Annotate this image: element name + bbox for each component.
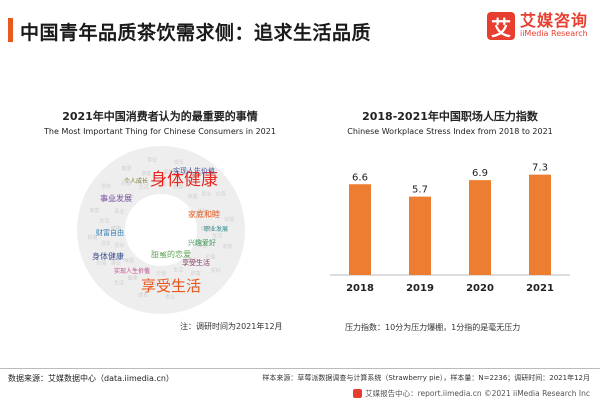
wordcloud-center-hole xyxy=(139,208,183,252)
copyright-footer: 艾媒报告中心：report.iimedia.cn ©2021 iiMedia R… xyxy=(353,388,590,399)
wordcloud-filler-word: 事业 xyxy=(165,293,175,300)
wordcloud-filler-word: 财富 xyxy=(121,180,131,187)
bar-chart-title: 2018-2021年中国职场人压力指数 xyxy=(362,110,538,123)
wordcloud-word: 身体健康 xyxy=(92,251,124,261)
logo-name-cn: 艾媒咨询 xyxy=(519,11,588,31)
wordcloud-filler-word: 事业 xyxy=(201,190,211,197)
wordcloud-filler-word: 健康 xyxy=(190,285,200,292)
wordcloud-word: 个人成长 xyxy=(124,177,148,185)
wordcloud-filler-word: 价值 xyxy=(96,260,106,267)
wordcloud-filler-word: 财富 xyxy=(139,267,149,274)
wordcloud-title: 2021年中国消费者认为的最重要的事情 xyxy=(62,110,258,123)
wordcloud-filler-word: 家庭 xyxy=(188,193,198,200)
logo-name-en: iiMedia Research xyxy=(519,29,588,39)
wordcloud-filler-word: 家庭 xyxy=(141,170,151,177)
x-tick-label: 2018 xyxy=(346,283,374,294)
bar-2021 xyxy=(529,174,551,275)
wordcloud-word: 兴趣爱好 xyxy=(188,238,216,247)
wordcloud-filler-word: 价值 xyxy=(156,270,166,277)
wordcloud-filler-word: 生活 xyxy=(212,232,222,239)
title-accent-bar xyxy=(8,18,13,42)
wordcloud-filler-word: 家庭 xyxy=(124,257,134,264)
stress-index-bar-chart: 6.6 2018 5.7 2019 6.9 2020 7.3 2021 xyxy=(330,163,570,294)
wordcloud-filler-word: 成长 xyxy=(188,257,198,264)
wordcloud-filler-word: 爱好 xyxy=(211,267,221,274)
wordcloud-filler-word: 财富 xyxy=(191,270,201,277)
wordcloud-filler-word: 价值 xyxy=(216,191,226,198)
wordcloud-filler-word: 爱好 xyxy=(114,242,124,249)
wordcloud-word: 职业发展 xyxy=(204,225,228,233)
wordcloud-filler-word: 价值 xyxy=(156,180,166,187)
wordcloud-filler-word: 健康 xyxy=(184,176,194,183)
page-title: 中国青年品质茶饮需求侧：追求生活品质 xyxy=(20,22,372,44)
bar-value-label: 6.9 xyxy=(472,168,488,179)
wordcloud-subtitle: The Most Important Thing for Chinese Con… xyxy=(44,127,276,136)
wordcloud-filler-word: 成长 xyxy=(174,158,184,165)
bar-2020 xyxy=(469,180,491,275)
bar-chart-subtitle: Chinese Workplace Stress Index from 2018… xyxy=(347,127,553,136)
wordcloud-filler-word: 健康 xyxy=(127,274,137,281)
wordcloud-word: 享受生活 xyxy=(141,277,201,295)
wordcloud-filler-word: 价值 xyxy=(107,197,117,204)
wordcloud-word: 身体健康 xyxy=(150,170,218,190)
copyright-text: 艾媒报告中心：report.iimedia.cn ©2021 iiMedia R… xyxy=(365,389,590,398)
brand-logo: 艾 艾媒咨询 iiMedia Research xyxy=(486,11,588,40)
wordcloud-word: 享受生活 xyxy=(182,258,210,267)
wordcloud-word: 财富自由 xyxy=(96,228,124,237)
wordcloud-filler-word: 生活 xyxy=(139,183,149,190)
wordcloud-filler-word: 价值 xyxy=(205,254,215,261)
wordcloud-filler-word: 家庭 xyxy=(89,207,99,214)
wordcloud-word: 实现人生价值 xyxy=(114,267,150,275)
bar-2018 xyxy=(349,184,371,275)
bar-value-label: 7.3 xyxy=(532,163,548,174)
stress-index-note: 压力指数：10分为压力爆棚，1分指的是毫无压力 xyxy=(345,323,521,332)
wordcloud-filler-word: 成长 xyxy=(124,193,134,200)
wordcloud-filler-word: 财富 xyxy=(224,216,234,223)
wordcloud-filler-word: 家庭 xyxy=(223,243,233,250)
wordcloud-filler-word: 事业 xyxy=(114,208,124,215)
wordcloud-filler-word: 爱好 xyxy=(163,169,173,176)
wordcloud-filler-word: 成长 xyxy=(211,210,221,217)
wordcloud-filler-word: 健康 xyxy=(201,225,211,232)
data-source: 数据来源：艾媒数据中心（data.iimedia.cn） xyxy=(8,374,174,383)
wordcloud-filler-word: 爱好 xyxy=(101,183,111,190)
footer-divider xyxy=(0,368,600,369)
wordcloud-filler-word: 事业 xyxy=(147,157,157,164)
wordcloud-filler-word: 健康 xyxy=(111,225,121,232)
wordcloud-filler-word: 事业 xyxy=(111,260,121,267)
wordcloud-filler-word: 爱好 xyxy=(198,208,208,215)
wordcloud-filler-word: 成长 xyxy=(138,292,148,299)
wordcloud-word: 事业发展 xyxy=(100,193,132,203)
wordcloud-filler-word: 爱好 xyxy=(149,282,159,289)
wordcloud-filler-word: 生活 xyxy=(198,170,208,177)
logo-mark-icon: 艾 xyxy=(486,12,515,40)
x-tick-label: 2019 xyxy=(406,283,434,294)
wordcloud-filler-word: 健康 xyxy=(121,165,131,172)
wordcloud-ring-background xyxy=(77,146,245,314)
bar-value-label: 6.6 xyxy=(352,172,368,183)
wordcloud-filler-word: 生活 xyxy=(114,280,124,287)
wordcloud-filler-word: 成长 xyxy=(101,240,111,247)
wordcloud-filler-word: 生活 xyxy=(99,218,109,225)
wordcloud-word: 实现人生价值 xyxy=(173,166,215,175)
sample-source: 样本来源：草莓派数据调查与计算系统（Strawberry pie），样本量：N=… xyxy=(262,374,590,382)
wordcloud-filler-word: 家庭 xyxy=(171,280,181,287)
wordcloud-filler-word: 生活 xyxy=(173,267,183,274)
wordcloud-ring: 健康生活家庭事业价值爱好成长财富健康生活家庭事业价值爱好成长财富健康生活家庭事业… xyxy=(77,146,245,314)
x-tick-label: 2021 xyxy=(526,283,554,294)
wordcloud-filler-word: 事业 xyxy=(198,242,208,249)
footer-logo-icon xyxy=(353,389,363,398)
bar-2019 xyxy=(409,196,431,275)
wordcloud-word: 家庭和睦 xyxy=(188,209,220,219)
wordcloud-filler-word: 财富 xyxy=(173,183,183,190)
wordcloud-word: 甜蜜的恋爱 xyxy=(151,249,191,259)
x-tick-label: 2020 xyxy=(466,283,494,294)
wordcloud-filler-word: 财富 xyxy=(88,234,98,241)
wordcloud-note: 注：调研时间为2021年12月 xyxy=(180,322,283,331)
bar-value-label: 5.7 xyxy=(412,185,428,196)
